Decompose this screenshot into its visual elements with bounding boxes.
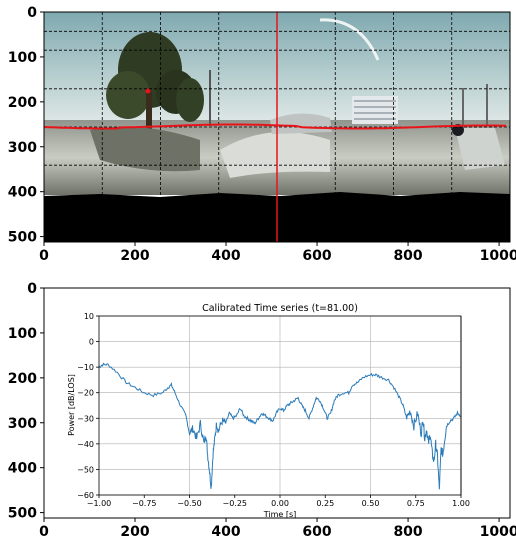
timeseries-ytick-label-7: −60 <box>77 491 94 500</box>
outer-xtick-label-5: 1000 <box>480 524 516 540</box>
outer-xtick-label-4: 800 <box>393 524 422 540</box>
panorama-ytick-label-3: 300 <box>8 140 37 156</box>
timeseries-ytick-label-5: −40 <box>77 440 94 449</box>
timeseries-title: Calibrated Time series (t=81.00) <box>202 303 358 314</box>
outer-xtick-label-1: 200 <box>120 524 149 540</box>
panorama-ytick-label-2: 200 <box>8 95 37 111</box>
panorama-xtick-label-2: 400 <box>211 248 240 264</box>
outer-xtick-label-2: 400 <box>211 524 240 540</box>
panorama-xtick-label-1: 200 <box>120 248 149 264</box>
building-icon <box>352 96 398 124</box>
timeseries-xtick-label-8: 1.00 <box>452 499 470 508</box>
panorama-marker <box>145 88 151 94</box>
timeseries-ytick-label-0: 10 <box>84 312 94 321</box>
timeseries-xlabel: Time [s] <box>263 510 297 519</box>
timeseries-ytick-label-4: −30 <box>77 414 94 423</box>
panorama-axes: 0 200 400 600 800 1000 0 100 200 300 400 500 <box>8 5 516 264</box>
outer-ytick-label-0: 0 <box>27 281 37 297</box>
panorama-xtick-label-5: 1000 <box>480 248 516 264</box>
panorama-xtick-label-0: 0 <box>39 248 49 264</box>
timeseries-ylabel: Power [dB/LOS] <box>67 374 76 436</box>
street-lamp-icon <box>209 70 488 126</box>
timeseries-ytick-label-2: −10 <box>77 363 94 372</box>
car-icon <box>90 113 505 178</box>
timeseries-xtick-label-1: −0.75 <box>132 499 157 508</box>
panorama-xtick-label-4: 800 <box>393 248 422 264</box>
timeseries-xtick-label-7: 0.75 <box>407 499 425 508</box>
timeseries-ytick-label-3: −20 <box>77 389 94 398</box>
outer-ytick-label-2: 200 <box>8 371 37 387</box>
panorama-tick-labels: 0 200 400 600 800 1000 0 100 200 300 400 500 <box>8 5 516 264</box>
outer-ytick-label-3: 300 <box>8 416 37 432</box>
timeseries-xtick-label-0: −1.00 <box>87 499 112 508</box>
timeseries-ytick-label-1: 0 <box>89 338 94 347</box>
timeseries-xtick-label-6: 0.50 <box>362 499 380 508</box>
panorama-frame <box>43 11 511 243</box>
panorama-image <box>44 12 510 242</box>
timeseries-xtick-label-2: −0.50 <box>177 499 202 508</box>
outer-xtick-label-0: 0 <box>39 524 49 540</box>
timeseries-xtick-label-5: 0.25 <box>316 499 334 508</box>
panorama-ytick-label-0: 0 <box>27 5 37 21</box>
timeseries-series-line <box>99 362 461 490</box>
outer-frame <box>43 287 511 519</box>
outer-ytick-label-5: 500 <box>8 506 37 522</box>
timeseries-xtick-label-3: −0.25 <box>222 499 247 508</box>
panorama-ytick-label-5: 500 <box>8 230 37 246</box>
timeseries-grid <box>99 315 461 496</box>
outer-xtick-label-3: 600 <box>302 524 331 540</box>
panorama-contrail <box>319 18 380 61</box>
timeseries-tick-labels: −1.00 −0.75 −0.50 −0.25 0.00 0.25 0.50 0.75 1.00… <box>77 312 470 508</box>
panorama-xtick-label-3: 600 <box>302 248 331 264</box>
timeseries-xtick-label-4: 0.00 <box>271 499 289 508</box>
timeseries-ytick-label-6: −50 <box>77 465 94 474</box>
timeseries-plot: Calibrated Time series (t=81.00) −1.00 −0… <box>67 303 470 519</box>
outer-ytick-label-4: 400 <box>8 461 37 477</box>
panorama-ytick-label-4: 400 <box>8 185 37 201</box>
panorama-ytick-label-1: 100 <box>8 50 37 66</box>
outer-ytick-label-1: 100 <box>8 326 37 342</box>
panorama-horizon-line <box>44 123 507 130</box>
